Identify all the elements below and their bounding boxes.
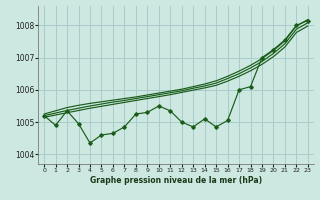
X-axis label: Graphe pression niveau de la mer (hPa): Graphe pression niveau de la mer (hPa)	[90, 176, 262, 185]
